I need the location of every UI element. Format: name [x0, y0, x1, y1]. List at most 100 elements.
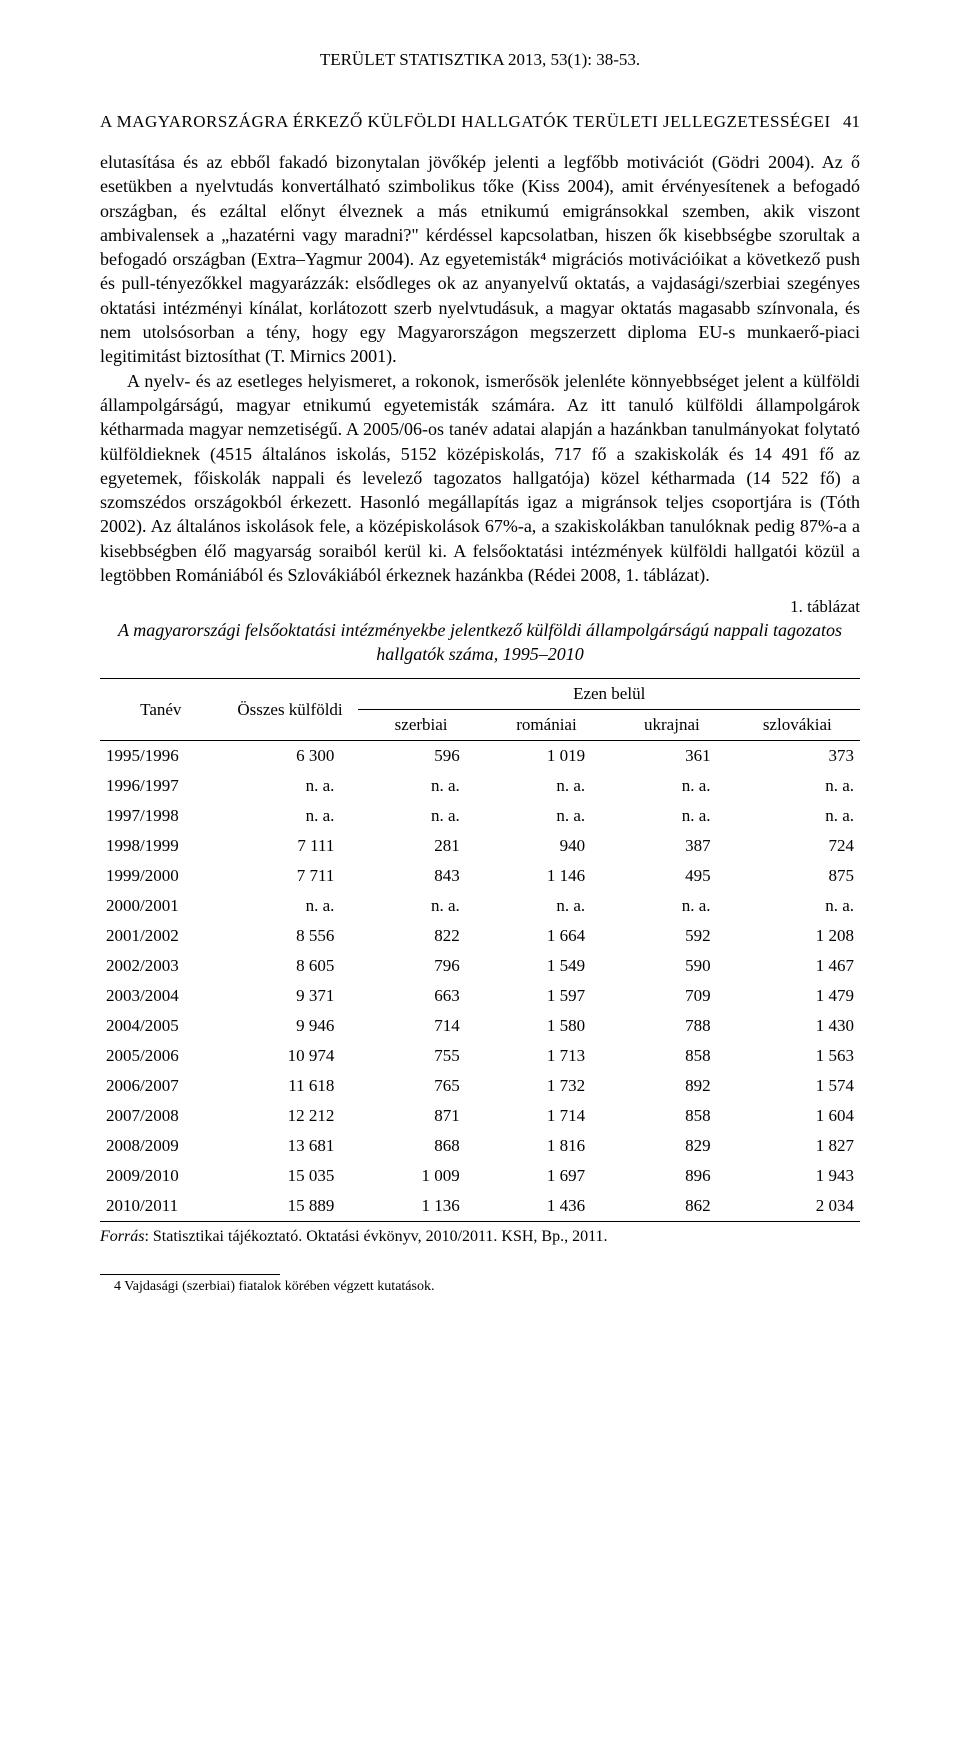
table-cell: n. a.	[222, 771, 359, 801]
table-cell: 709	[609, 981, 734, 1011]
table-body: 1995/19966 3005961 0193613731996/1997n. …	[100, 741, 860, 1222]
table-cell: 2007/2008	[100, 1101, 222, 1131]
table-cell: 892	[609, 1071, 734, 1101]
running-head: TERÜLET STATISZTIKA 2013, 53(1): 38-53.	[100, 50, 860, 70]
table-cell: 1 563	[735, 1041, 860, 1071]
table-cell: 8 556	[222, 921, 359, 951]
footnote: 4 Vajdasági (szerbiai) fiatalok körében …	[100, 1279, 860, 1295]
table-cell: 495	[609, 861, 734, 891]
table-cell: 871	[358, 1101, 483, 1131]
table-cell: 724	[735, 831, 860, 861]
table-cell: 788	[609, 1011, 734, 1041]
table-cell: n. a.	[484, 801, 609, 831]
table-cell: 281	[358, 831, 483, 861]
table-cell: n. a.	[484, 771, 609, 801]
source-text: : Statisztikai tájékoztató. Oktatási évk…	[144, 1228, 607, 1245]
source-label: Forrás	[100, 1228, 144, 1245]
table-cell: 822	[358, 921, 483, 951]
table-row: 2001/20028 5568221 6645921 208	[100, 921, 860, 951]
table-cell: 1 597	[484, 981, 609, 1011]
table-cell: 1 574	[735, 1071, 860, 1101]
table-cell: 596	[358, 741, 483, 772]
body-text: elutasítása és az ebből fakadó bizonytal…	[100, 150, 860, 587]
table-row: 1997/1998n. a.n. a.n. a.n. a.n. a.	[100, 801, 860, 831]
table-cell: 1 664	[484, 921, 609, 951]
table-cell: 387	[609, 831, 734, 861]
table-cell: 7 111	[222, 831, 359, 861]
table-cell: 1999/2000	[100, 861, 222, 891]
table-cell: 15 889	[222, 1191, 359, 1222]
table-cell: 1 580	[484, 1011, 609, 1041]
table-row: 2006/200711 6187651 7328921 574	[100, 1071, 860, 1101]
table-row: 2007/200812 2128711 7148581 604	[100, 1101, 860, 1131]
table-cell: 1 436	[484, 1191, 609, 1222]
table-cell: 10 974	[222, 1041, 359, 1071]
table-cell: 8 605	[222, 951, 359, 981]
table-cell: 1997/1998	[100, 801, 222, 831]
col-span: Ezen belül	[358, 679, 860, 710]
table-row: 1996/1997n. a.n. a.n. a.n. a.n. a.	[100, 771, 860, 801]
table-row: 2008/200913 6818681 8168291 827	[100, 1131, 860, 1161]
table-cell: 9 371	[222, 981, 359, 1011]
table-number: 1. táblázat	[100, 597, 860, 617]
table-cell: n. a.	[358, 801, 483, 831]
table-row: 2005/200610 9747551 7138581 563	[100, 1041, 860, 1071]
table-cell: 2 034	[735, 1191, 860, 1222]
table-row: 2003/20049 3716631 5977091 479	[100, 981, 860, 1011]
table-cell: 858	[609, 1041, 734, 1071]
table-source: Forrás: Statisztikai tájékoztató. Oktatá…	[100, 1228, 860, 1246]
table-cell: n. a.	[735, 891, 860, 921]
table-cell: n. a.	[609, 891, 734, 921]
article-title: A MAGYARORSZÁGRA ÉRKEZŐ KÜLFÖLDI HALLGAT…	[100, 112, 831, 132]
page-number: 41	[843, 112, 860, 132]
table-cell: 875	[735, 861, 860, 891]
table-cell: 1 479	[735, 981, 860, 1011]
table-cell: 1 136	[358, 1191, 483, 1222]
table-row: 2009/201015 0351 0091 6978961 943	[100, 1161, 860, 1191]
table-cell: 2000/2001	[100, 891, 222, 921]
table-cell: 2001/2002	[100, 921, 222, 951]
table-cell: n. a.	[609, 801, 734, 831]
table-cell: 590	[609, 951, 734, 981]
table-row: 1998/19997 111281940387724	[100, 831, 860, 861]
table-cell: n. a.	[609, 771, 734, 801]
table-cell: 1 732	[484, 1071, 609, 1101]
table-cell: 12 212	[222, 1101, 359, 1131]
table-head: Tanév Összes külföldi Ezen belül szerbia…	[100, 679, 860, 741]
table-cell: 1 943	[735, 1161, 860, 1191]
table-row: 1995/19966 3005961 019361373	[100, 741, 860, 772]
table-cell: 1 604	[735, 1101, 860, 1131]
table-cell: 2008/2009	[100, 1131, 222, 1161]
table-cell: 663	[358, 981, 483, 1011]
table-cell: n. a.	[735, 771, 860, 801]
table-cell: 1 430	[735, 1011, 860, 1041]
table-cell: 2002/2003	[100, 951, 222, 981]
table-cell: 714	[358, 1011, 483, 1041]
page: TERÜLET STATISZTIKA 2013, 53(1): 38-53. …	[0, 0, 960, 1355]
table-cell: 2006/2007	[100, 1071, 222, 1101]
table-cell: 1 697	[484, 1161, 609, 1191]
table-cell: 1 816	[484, 1131, 609, 1161]
table-cell: 2003/2004	[100, 981, 222, 1011]
table-row: 1999/20007 7118431 146495875	[100, 861, 860, 891]
col-year: Tanév	[100, 679, 222, 741]
table-cell: 373	[735, 741, 860, 772]
table-cell: n. a.	[735, 801, 860, 831]
col-romania: romániai	[484, 710, 609, 741]
table-row: 2010/201115 8891 1361 4368622 034	[100, 1191, 860, 1222]
table-cell: 940	[484, 831, 609, 861]
table-cell: 1 467	[735, 951, 860, 981]
col-slovakia: szlovákiai	[735, 710, 860, 741]
table-cell: 2010/2011	[100, 1191, 222, 1222]
table-cell: n. a.	[222, 801, 359, 831]
paragraph-2: A nyelv- és az esetleges helyismeret, a …	[100, 369, 860, 588]
table-cell: 1 009	[358, 1161, 483, 1191]
table-caption: A magyarországi felsőoktatási intézménye…	[100, 619, 860, 666]
table-cell: 896	[609, 1161, 734, 1191]
col-serbia: szerbiai	[358, 710, 483, 741]
table-cell: 2005/2006	[100, 1041, 222, 1071]
table-cell: n. a.	[484, 891, 609, 921]
table-cell: 868	[358, 1131, 483, 1161]
col-ukraine: ukrajnai	[609, 710, 734, 741]
table-cell: 858	[609, 1101, 734, 1131]
